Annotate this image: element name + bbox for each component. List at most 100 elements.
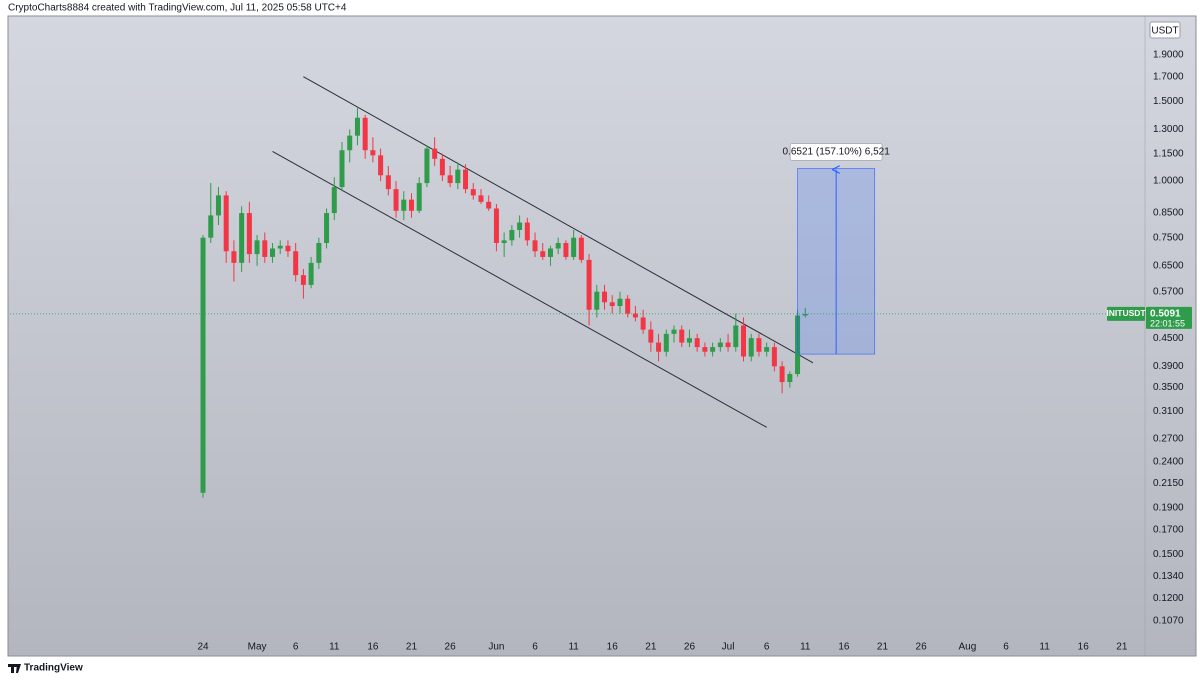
candle-body — [656, 342, 662, 352]
candle-body — [571, 237, 577, 257]
candle-body — [370, 150, 376, 156]
candle-body — [439, 158, 445, 176]
candle-body — [748, 338, 754, 357]
x-tick-label: 16 — [367, 642, 379, 653]
candle-body — [586, 259, 592, 310]
candle-body — [663, 333, 669, 352]
y-tick-label: 1.7000 — [1153, 71, 1184, 82]
candle-body — [578, 237, 584, 260]
symbol-label-box — [1107, 306, 1145, 321]
x-tick-label: 21 — [1116, 642, 1128, 653]
trend-line — [303, 76, 814, 364]
x-tick-label: Jul — [722, 642, 735, 653]
candle-body — [300, 275, 306, 285]
candle-body — [424, 148, 430, 184]
trend-line — [272, 150, 767, 428]
y-tick-label: 0.5700 — [1153, 286, 1184, 297]
candle-body — [764, 347, 770, 352]
y-tick-label: 1.3000 — [1153, 124, 1184, 135]
candle-body — [671, 329, 677, 334]
x-tick-label: 11 — [329, 642, 340, 653]
candle-body — [486, 201, 492, 209]
logo-icon — [8, 664, 21, 673]
candle-body — [432, 148, 438, 159]
candle-body — [362, 117, 368, 151]
candle-body — [648, 329, 654, 343]
candle-body — [463, 169, 469, 190]
y-tick-label: 0.1200 — [1153, 593, 1184, 604]
candle-body — [478, 195, 484, 202]
candle-body — [741, 325, 747, 357]
y-tick-label: 0.1900 — [1153, 502, 1184, 513]
candle-body — [408, 199, 414, 211]
candle-body — [771, 347, 777, 367]
candle-body — [702, 347, 708, 352]
x-tick-label: 21 — [877, 642, 889, 653]
candle-body — [215, 195, 221, 216]
candle-body — [262, 240, 268, 257]
symbol-label: INITUSDT — [1106, 308, 1146, 318]
candle-body — [509, 229, 515, 241]
x-tick-label: 11 — [568, 642, 579, 653]
y-tick-label: 0.1340 — [1153, 571, 1184, 582]
x-tick-label: 6 — [293, 642, 299, 653]
y-tick-label: 1.5000 — [1153, 96, 1184, 107]
measure-label-box — [789, 143, 883, 162]
y-tick-label: 0.1070 — [1153, 615, 1184, 626]
x-tick-label: 6 — [1003, 642, 1009, 653]
candle-body — [632, 313, 638, 318]
candle-body — [393, 189, 399, 211]
candle-body — [717, 342, 723, 348]
candle-body — [254, 240, 260, 255]
candle-body — [802, 313, 808, 316]
candle-body — [733, 325, 739, 348]
candle-body — [308, 262, 314, 285]
footer-logo: TradingView — [24, 663, 83, 674]
candle-body — [416, 183, 422, 211]
candle-body — [532, 240, 538, 252]
x-tick-label: 11 — [800, 642, 811, 653]
y-tick-label: 1.0000 — [1153, 176, 1184, 187]
candle-body — [540, 251, 546, 257]
x-tick-label: 16 — [1078, 642, 1090, 653]
x-tick-label: 21 — [645, 642, 657, 653]
candle-body — [609, 302, 615, 306]
candle-body — [779, 366, 785, 383]
y-tick-label: 0.1700 — [1153, 524, 1184, 535]
candle-body — [231, 251, 237, 263]
x-tick-label: 6 — [532, 642, 538, 653]
measure-label: 0.6521 (157.10%) 6,521 — [783, 147, 891, 158]
x-tick-label: May — [248, 642, 267, 653]
candle-body — [517, 222, 523, 230]
candle-body — [200, 237, 206, 493]
x-tick-label: Aug — [959, 642, 977, 653]
x-tick-label: 6 — [764, 642, 770, 653]
candle-body — [331, 187, 337, 214]
x-tick-label: 26 — [445, 642, 457, 653]
candle-body — [277, 245, 283, 249]
x-tick-label: 26 — [916, 642, 928, 653]
x-tick-label: 24 — [197, 642, 209, 653]
candle-body — [324, 213, 330, 244]
header: CryptoCharts8884 created with TradingVie… — [8, 3, 347, 14]
y-tick-label: 0.2150 — [1153, 478, 1184, 489]
y-tick-label: 0.6500 — [1153, 260, 1184, 271]
candle-body — [787, 374, 793, 383]
candle-body — [602, 291, 608, 303]
candle-body — [385, 175, 391, 190]
y-tick-label: 0.3500 — [1153, 382, 1184, 393]
y-tick-label: 1.9000 — [1153, 49, 1184, 60]
candle-body — [625, 298, 631, 314]
candle-body — [493, 208, 499, 244]
candle-body — [563, 243, 569, 257]
x-tick-label: Jun — [488, 642, 504, 653]
plot: 1.9000 1.7000 1.5000 1.3000 1.1500 1.0000 0.85… — [10, 49, 1192, 653]
candle-body — [555, 243, 561, 249]
currency: USDT — [1151, 26, 1178, 37]
last-price: 0.5091 — [1150, 309, 1181, 320]
candle-body — [547, 248, 553, 257]
y-tick-label: 0.4500 — [1153, 333, 1184, 344]
x-tick-label: 16 — [838, 642, 850, 653]
